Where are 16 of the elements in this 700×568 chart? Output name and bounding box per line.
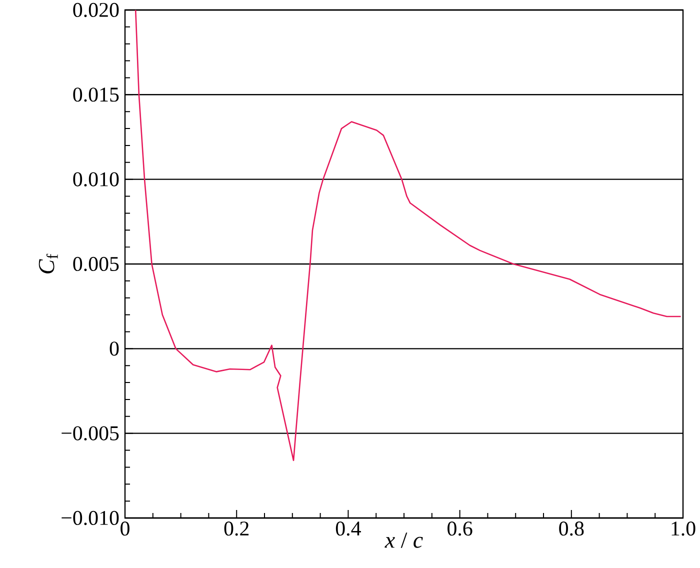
x-tick-label: 0.2 <box>224 522 249 536</box>
y-axis-title: C$_{f}$ <box>38 254 58 274</box>
line-series <box>134 10 682 462</box>
y-tick-label: 0.020 <box>73 2 119 18</box>
y-tick-label: 0.005 <box>73 256 119 272</box>
y-tick-label: 0.010 <box>73 172 119 186</box>
x-tick-label: 0.8 <box>559 522 584 536</box>
x-tick-label: 0 <box>120 522 130 536</box>
y-tick-label: −0.010 <box>62 510 119 526</box>
x-tick-label: 0.6 <box>448 522 472 536</box>
y-tick-label: 0 <box>110 342 119 356</box>
y-tick-label: 0.015 <box>73 88 119 102</box>
x-tick-label: 1.0 <box>672 522 696 536</box>
y-tick-label: −0.005 <box>62 426 119 440</box>
x-tick-label: 0.4 <box>336 522 361 536</box>
x-axis-title: x / c <box>384 532 423 548</box>
